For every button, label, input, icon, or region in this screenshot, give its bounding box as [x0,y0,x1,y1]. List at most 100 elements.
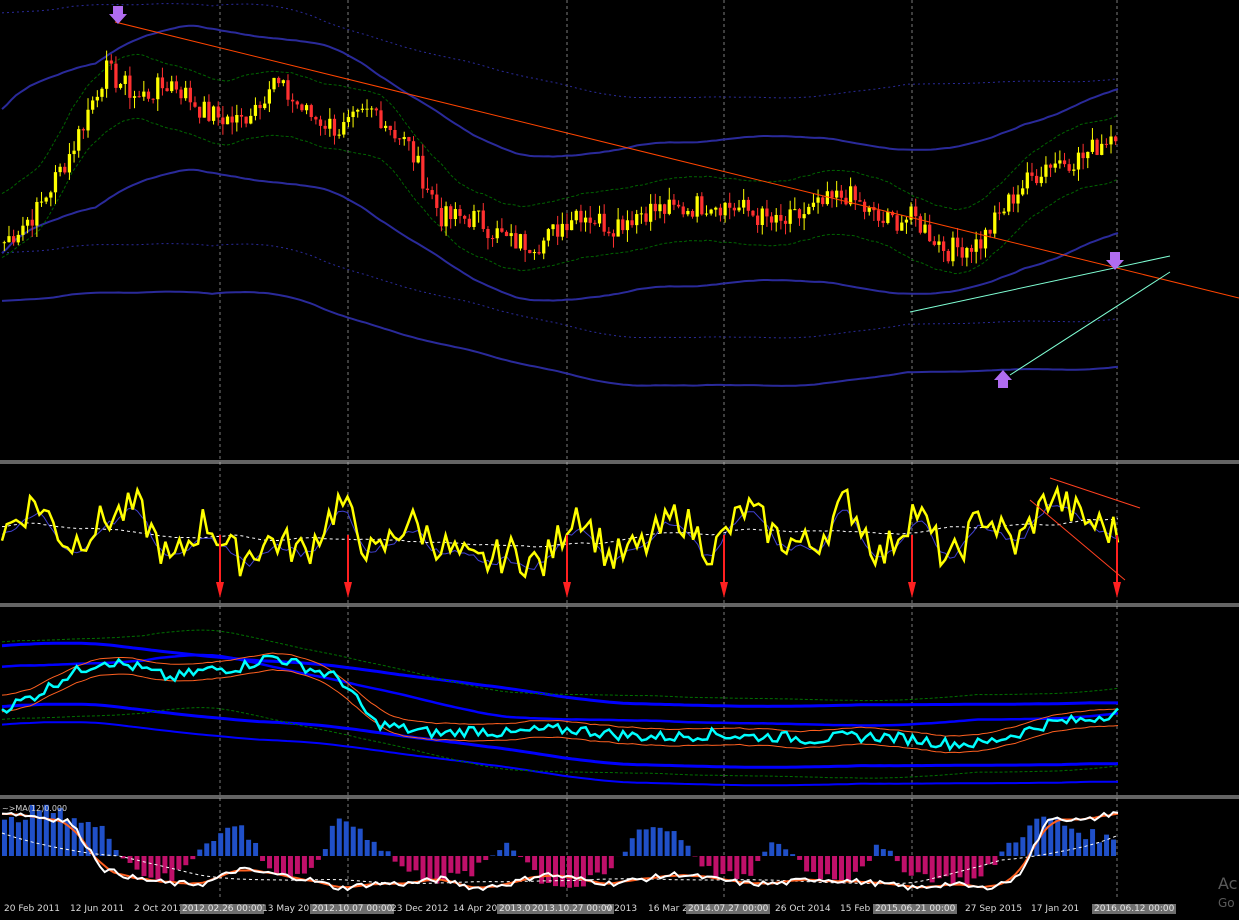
histogram-bar-positive [36,810,42,856]
candle-up [495,228,499,239]
candle-down [969,248,974,252]
candle-up [1086,151,1090,159]
candle-up [909,206,913,220]
histogram-bar-negative [169,856,175,881]
candle-down [197,106,202,118]
candle-down [295,101,299,105]
candle-down [81,129,86,131]
candle-up [360,108,365,110]
histogram-bar-positive [999,851,1005,856]
candle-up [304,105,309,111]
candle-down [449,206,453,220]
histogram-bar-negative [957,856,963,878]
histogram-bar-positive [371,841,377,856]
candle-up [542,240,546,254]
x-axis-label: 26 Oct 2014 [775,904,831,914]
histogram-bar-positive [629,838,635,856]
histogram-bar-positive [685,845,691,856]
candle-up [788,209,792,224]
candle-up [574,210,578,221]
candle-down [746,199,750,211]
histogram-bar-positive [880,849,886,856]
candle-down [728,202,732,208]
candle-down [500,228,504,232]
candle-up [1039,176,1043,184]
candle-down [165,88,169,92]
candle-down [839,190,843,198]
trend-band [1,721,1118,787]
candle-up [267,89,272,104]
candle-down [621,219,625,231]
sell-arrow-head [1113,582,1121,598]
candle-down [914,206,918,217]
histogram-bar-positive [322,849,328,856]
candle-up [937,241,941,245]
candle-up [44,197,48,202]
histogram-bar-negative [852,856,858,872]
histogram-bar-negative [162,856,168,874]
candle-down [858,200,862,202]
candle-down [556,224,560,237]
x-axis-label: 2014.07.27 00:00 [686,904,771,914]
histogram-bar-negative [532,856,538,870]
histogram-bar-negative [176,856,182,870]
histogram-bar-negative [706,856,712,866]
candle-down [435,194,439,208]
candle-up [476,210,481,212]
candle-down [960,247,964,258]
candle-down [1034,175,1039,184]
histogram-bar-negative [315,856,321,860]
candle-up [263,103,267,109]
candle-down [174,81,179,90]
histogram-bar-negative [267,856,273,869]
candle-down [755,215,760,226]
histogram-bar-negative [797,856,803,860]
histogram-bar-positive [490,855,496,856]
candle-up [272,77,276,90]
candle-down [160,77,165,89]
histogram-bar-negative [155,856,161,880]
candle-up [714,207,718,210]
histogram-bar-negative [825,856,831,875]
histogram-bar-negative [587,856,593,876]
arrow-down-marker [109,6,127,24]
candle-up [132,96,137,98]
candle-down [467,218,471,227]
candle-up [825,191,830,205]
histogram-bar-negative [839,856,844,884]
histogram-bar-negative [845,856,851,881]
candle-up [104,60,109,89]
histogram-bar-positive [92,827,98,856]
histogram-bar-positive [1027,825,1033,856]
candle-down [314,116,318,120]
candle-up [597,213,602,224]
candle-up [904,219,909,223]
histogram-bar-positive [1013,842,1019,856]
candle-down [286,80,290,100]
histogram-main-line [1,811,1119,892]
histogram-bar-positive [1055,817,1061,856]
candle-down [644,213,648,222]
candle-up [551,224,555,230]
histogram-bar-negative [120,856,126,859]
oscillator-signal [1,503,1119,570]
histogram-bar-negative [476,856,482,863]
histogram-bar-positive [50,813,56,856]
candle-up [16,234,20,243]
histogram-bar-positive [378,850,384,856]
histogram-bar-negative [274,856,279,874]
histogram-bar-positive [85,821,91,856]
histogram-bar-positive [113,850,119,856]
histogram-bar-negative [894,856,900,862]
histogram-bar-negative [950,856,956,886]
candle-up [774,214,778,223]
histogram-bar-positive [1006,842,1012,856]
histogram-bar-positive [664,831,670,856]
candle-up [25,219,30,226]
candle-up [91,100,95,110]
candle-down [514,233,518,249]
histogram-bar-negative [455,856,461,874]
candle-up [802,214,806,219]
candle-down [430,190,434,195]
candle-down [588,217,592,223]
